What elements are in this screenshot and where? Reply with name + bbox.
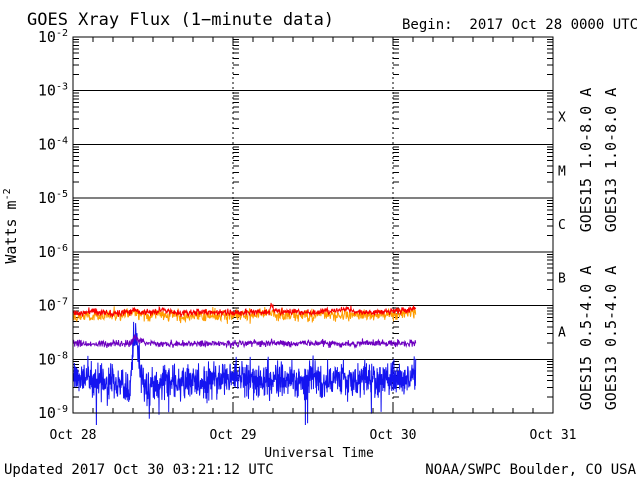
y-tick-label: 10-9 [38, 404, 68, 422]
footer-updated-timestamp: Updated 2017 Oct 30 03:21:12 UTC [4, 462, 274, 478]
y-tick-label: 10-2 [38, 28, 68, 46]
x-tick-label: Oct 30 [370, 428, 417, 443]
flare-class-label-b: B [558, 272, 566, 287]
y-tick-label: 10-4 [38, 135, 68, 153]
right-series-label-goes13-0-5-4-0-a: GOES13 0.5-4.0 A [602, 266, 620, 411]
y-tick-label: 10-5 [38, 189, 68, 207]
x-tick-label: Oct 28 [50, 428, 97, 443]
y-axis-title: Watts m-2 [2, 188, 20, 263]
x-tick-label: Oct 29 [210, 428, 257, 443]
flare-class-label-x: X [558, 111, 566, 126]
right-series-label-goes15-0-5-4-0-a: GOES15 0.5-4.0 A [577, 266, 595, 411]
series-trace-goes15-0-5-4-0-a [73, 321, 417, 425]
flare-class-label-c: C [558, 218, 566, 233]
chart-title: GOES Xray Flux (1−minute data) [27, 10, 335, 30]
y-tick-label: 10-8 [38, 350, 68, 368]
plot-border [72, 36, 554, 414]
y-tick-label: 10-3 [38, 82, 68, 100]
y-tick-label: 10-7 [38, 297, 68, 315]
x-tick-label: Oct 31 [530, 428, 577, 443]
flare-class-label-m: M [558, 164, 566, 179]
series-trace-goes13-0-5-4-0-a [73, 334, 417, 350]
x-axis-title: Universal Time [264, 446, 374, 461]
begin-time-label: Begin: 2017 Oct 28 0000 UTC [402, 17, 639, 33]
x-ticks [92, 37, 534, 413]
series-trace-goes15-1-0-8-0-a [73, 302, 417, 318]
right-series-label-goes15-1-0-8-0-a: GOES15 1.0-8.0 A [577, 88, 595, 233]
series-trace-goes13-1-0-8-0-a [73, 306, 417, 324]
y-tick-label: 10-6 [38, 243, 68, 261]
flare-class-label-a: A [558, 325, 566, 340]
right-series-label-goes13-1-0-8-0-a: GOES13 1.0-8.0 A [602, 88, 620, 233]
footer-source-credit: NOAA/SWPC Boulder, CO USA [425, 462, 636, 478]
